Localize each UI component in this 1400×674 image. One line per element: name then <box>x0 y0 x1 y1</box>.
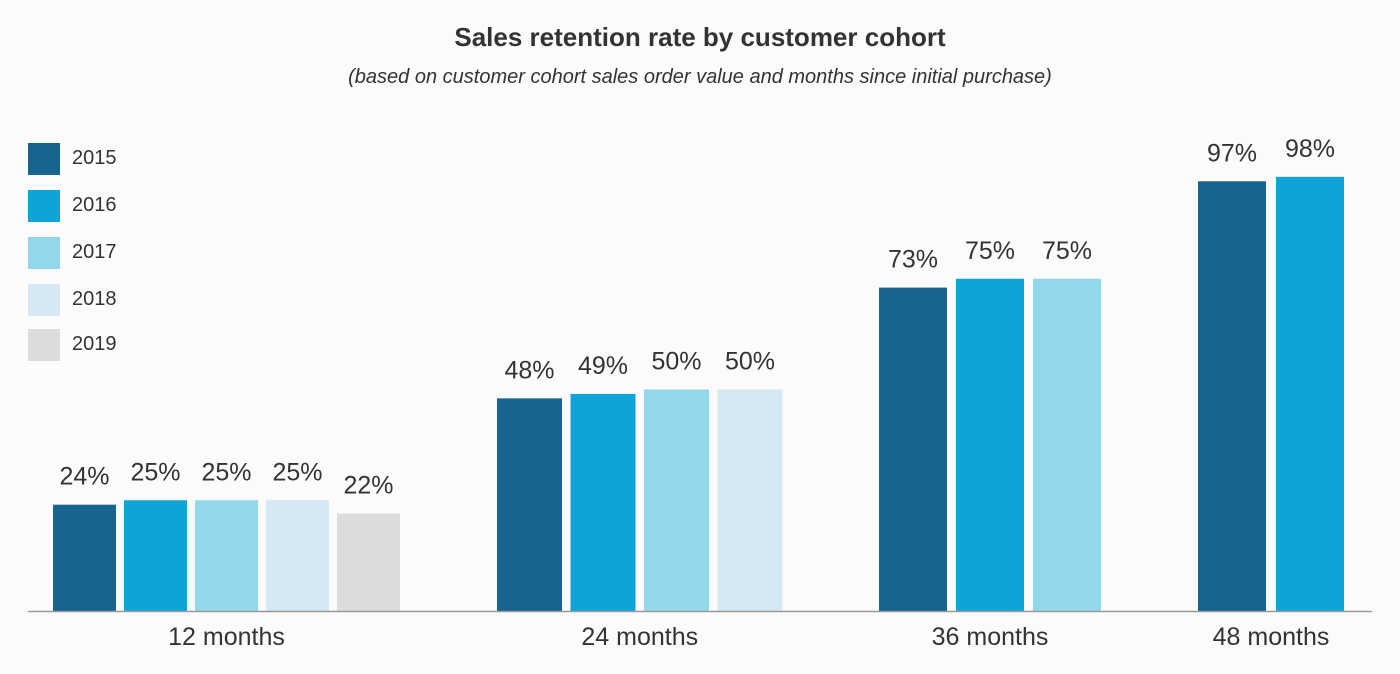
data-label: 98% <box>1285 135 1335 163</box>
bar-2016-3 <box>1276 176 1344 612</box>
bar-2015-0 <box>53 504 116 611</box>
category-label: 12 months <box>168 623 285 651</box>
data-label: 75% <box>965 237 1015 265</box>
legend-item-2018: 2018 <box>28 284 168 316</box>
data-label: 73% <box>888 246 938 274</box>
data-label: 48% <box>504 356 554 384</box>
legend-item-2019: 2019 <box>28 329 168 361</box>
bar-2016-2 <box>956 278 1024 611</box>
data-label: 25% <box>130 458 180 486</box>
legend-swatch <box>28 329 60 361</box>
legend-swatch <box>28 190 60 222</box>
data-label: 50% <box>651 348 701 376</box>
data-label: 24% <box>59 463 109 491</box>
legend-item-2015: 2015 <box>28 143 168 175</box>
data-label: 97% <box>1207 139 1257 167</box>
legend-swatch <box>28 284 60 316</box>
data-label: 22% <box>343 472 393 500</box>
bar-2018-1 <box>717 389 783 611</box>
legend-item-2017: 2017 <box>28 237 168 269</box>
data-label: 25% <box>272 458 322 486</box>
bar-2019-0 <box>337 513 400 611</box>
bar-2016-1 <box>570 393 636 611</box>
legend-label: 2018 <box>72 288 117 310</box>
bar-2015-2 <box>879 287 947 611</box>
legend-label: 2016 <box>72 194 117 216</box>
data-label: 25% <box>201 458 251 486</box>
bar-2017-2 <box>1033 278 1101 611</box>
legend-label: 2017 <box>72 241 117 263</box>
legend-label: 2015 <box>72 147 117 169</box>
legend-label: 2019 <box>72 333 117 355</box>
bar-2015-3 <box>1198 181 1266 612</box>
bar-2018-0 <box>266 500 329 611</box>
data-label: 75% <box>1042 237 1092 265</box>
chart-title: Sales retention rate by customer cohort <box>454 22 946 52</box>
data-label: 50% <box>725 348 775 376</box>
chart-subtitle: (based on customer cohort sales order va… <box>348 66 1052 88</box>
legend-swatch <box>28 237 60 269</box>
bar-2016-0 <box>124 500 187 611</box>
bar-2017-1 <box>644 389 709 611</box>
category-label: 24 months <box>581 623 698 651</box>
bar-2015-1 <box>497 398 562 611</box>
bar-2017-0 <box>195 500 258 611</box>
category-label: 36 months <box>932 623 1049 651</box>
category-label: 48 months <box>1213 623 1330 651</box>
legend-swatch <box>28 143 60 175</box>
legend-item-2016: 2016 <box>28 190 168 222</box>
data-label: 49% <box>578 352 628 380</box>
